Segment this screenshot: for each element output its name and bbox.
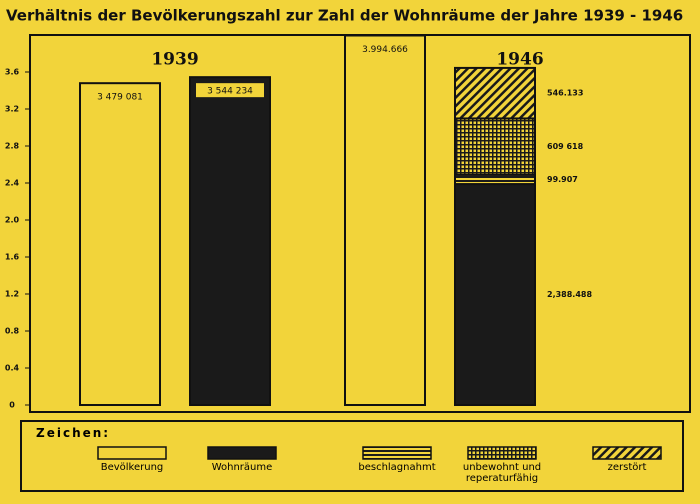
legend-entry: zerstört — [567, 446, 687, 473]
legend-swatch-box — [362, 446, 432, 460]
legend-swatch-box — [467, 446, 537, 460]
legend-swatch-box — [592, 446, 662, 460]
bar — [189, 76, 271, 406]
legend-swatch — [207, 446, 277, 460]
value-label: 3 479 081 — [97, 93, 143, 103]
value-label: 609 618 — [547, 142, 584, 151]
legend-swatch-box — [97, 446, 167, 460]
bar — [454, 66, 536, 120]
legend: Zeichen: Bevölkerung Wohnräume beschlagnah… — [20, 420, 684, 492]
legend-title: Zeichen: — [36, 426, 111, 440]
value-label: 99.907 — [547, 175, 578, 184]
bar — [79, 82, 161, 407]
y-tick-label: 2.8 — [5, 142, 20, 151]
chart: Verhältnis der Bevölkerungszahl zur Zahl… — [5, 7, 691, 413]
legend-swatch — [97, 446, 167, 460]
y-tick-label: 0.8 — [5, 327, 20, 336]
y-tick-label: 1.6 — [5, 253, 20, 262]
y-tick-label: 0.4 — [5, 364, 20, 373]
value-label: 3 544 234 — [207, 87, 253, 97]
value-label: 2,388.488 — [547, 290, 592, 299]
legend-swatch — [592, 446, 662, 460]
bar — [454, 183, 536, 406]
y-tick-label: 2.4 — [5, 179, 20, 188]
legend-label: Wohnräume — [211, 462, 273, 473]
y-tick-label: 1.2 — [5, 290, 19, 299]
y-tick-label: 3.2 — [5, 105, 19, 114]
value-label: 3.994.666 — [362, 45, 408, 55]
legend-entry: beschlagnahmt — [337, 446, 457, 473]
y-tick-label: 0 — [9, 401, 15, 410]
value-label-bg — [196, 83, 264, 98]
category-label: 1946 — [496, 50, 543, 70]
legend-entry: Bevölkerung — [72, 446, 192, 473]
legend-entry: Wohnräume — [182, 446, 302, 473]
y-tick-label: 2.0 — [5, 216, 20, 225]
legend-label: beschlagnahmt — [358, 462, 436, 473]
legend-label: unbewohnt und reperaturfähig — [462, 462, 542, 484]
y-tick-label: 3.6 — [5, 68, 20, 77]
legend-label: Bevölkerung — [100, 462, 164, 473]
legend-swatch-box — [207, 446, 277, 460]
legend-swatch — [467, 446, 537, 460]
chart-title: Verhältnis der Bevölkerungszahl zur Zahl… — [6, 7, 683, 25]
value-label: 546.133 — [547, 89, 583, 98]
legend-entry: unbewohnt und reperaturfähig — [442, 446, 562, 484]
bar — [344, 34, 426, 406]
bar — [454, 117, 536, 176]
category-label: 1939 — [151, 50, 198, 70]
bar — [454, 173, 536, 186]
legend-label: zerstört — [607, 462, 647, 473]
legend-swatch — [362, 446, 432, 460]
